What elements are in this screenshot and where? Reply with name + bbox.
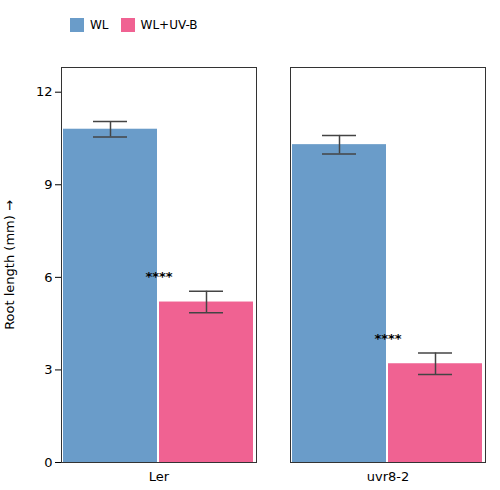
svg-text:Ler: Ler (149, 469, 170, 484)
svg-text:6: 6 (44, 270, 52, 285)
html-text:WL+UV-B: WL+UV-B (140, 17, 198, 32)
svg-text:****: **** (374, 331, 401, 346)
svg-text:3: 3 (44, 362, 52, 377)
svg-text:9: 9 (44, 177, 52, 192)
html-text:WL: WL (90, 17, 109, 32)
svg-text:0: 0 (44, 455, 52, 470)
svg-text:uvr8-2: uvr8-2 (367, 469, 410, 484)
svg-text:****: **** (145, 269, 172, 284)
svg-text:Root length (mm) →: Root length (mm) → (2, 200, 17, 330)
svg-text:12: 12 (36, 84, 53, 99)
